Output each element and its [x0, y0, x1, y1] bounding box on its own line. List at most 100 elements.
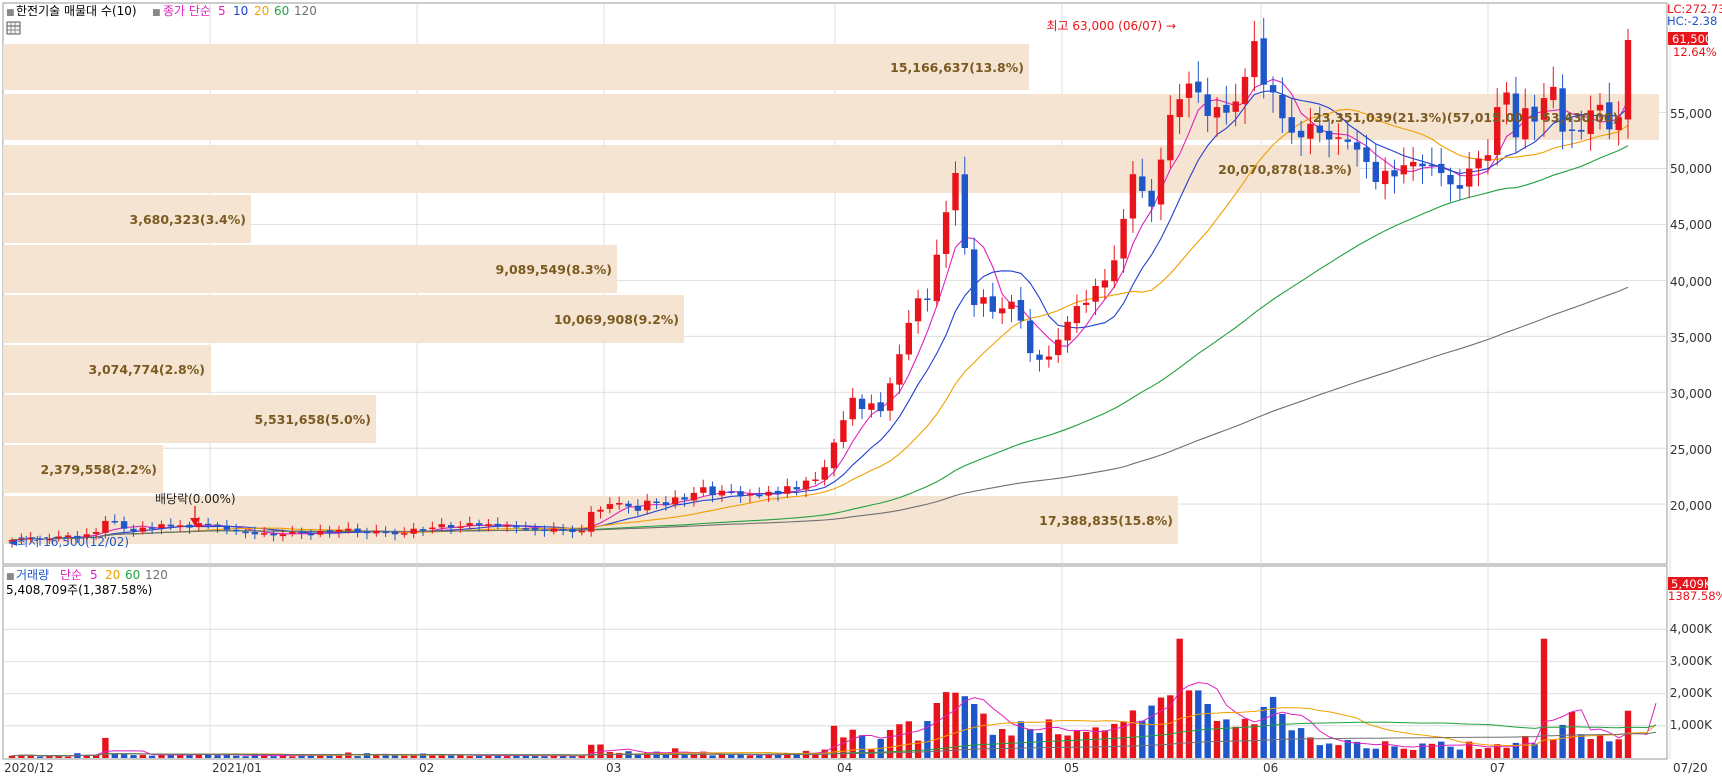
volume-bar [1522, 736, 1529, 758]
candle-body [8, 539, 16, 542]
price-ma-label: 종가 단순 [163, 4, 211, 18]
volume-bar [578, 755, 585, 758]
candle-body [746, 494, 754, 496]
volume-tick-label: 3,000K [1670, 654, 1713, 668]
candle-body [1559, 88, 1566, 132]
candle-body [793, 487, 800, 490]
candle-body [1419, 163, 1426, 167]
candle-body [1129, 174, 1137, 219]
candle-body [550, 528, 557, 532]
candle-body [503, 525, 511, 527]
candle-body [223, 525, 231, 530]
candle-body [1073, 306, 1081, 324]
volume-bar [335, 755, 343, 758]
volume-bar [849, 729, 856, 758]
profile-label-7: 5,531,658(5.0%) [255, 412, 371, 427]
candle-body [1307, 123, 1314, 139]
volume-bar [429, 755, 436, 758]
candle-body [494, 523, 501, 527]
volume-bar [662, 753, 670, 758]
volume-bar [466, 756, 473, 758]
profile-label-6: 3,074,774(2.8%) [89, 362, 205, 377]
current-price-tag: 61,500 [1672, 32, 1712, 46]
volume-bar [18, 754, 25, 758]
candle-body [924, 298, 931, 300]
volume-bar [1036, 732, 1043, 758]
candle-body [578, 530, 585, 533]
candle-body [653, 501, 660, 503]
volume-bar [1101, 730, 1109, 758]
candle-body [830, 442, 838, 469]
candle-body [167, 524, 174, 527]
candle-body [728, 491, 735, 493]
volume-bar [55, 755, 62, 758]
profile-label-3: 3,680,323(3.4%) [130, 212, 246, 227]
volume-bar [1288, 730, 1295, 758]
volume-bar [289, 756, 296, 758]
candle-body [457, 526, 464, 528]
candle-body [700, 487, 707, 493]
candle-body [1157, 159, 1165, 205]
price-tick-label: 35,000 [1670, 331, 1712, 345]
volume-bar [139, 754, 146, 758]
volume-bar [298, 754, 305, 758]
volume-tick-label: 4,000K [1670, 622, 1713, 636]
volume-bar [616, 752, 623, 758]
legend-square: ■ [152, 8, 161, 18]
price-ma-line-120 [11, 286, 1629, 541]
volume-bar [1475, 749, 1482, 758]
volume-bar [1120, 721, 1127, 758]
volume-bar [728, 754, 735, 758]
volume-bar [1428, 743, 1436, 758]
volume-bar [1185, 690, 1193, 758]
volume-bar [942, 692, 950, 758]
candle-body [1251, 41, 1258, 78]
volume-bar [1176, 638, 1183, 758]
volume-bar [1410, 750, 1417, 758]
volume-bar [270, 756, 277, 758]
candle-body [1447, 175, 1454, 185]
candle-body [1185, 83, 1193, 98]
x-tick-label: 03 [606, 761, 621, 775]
candle-body [214, 524, 221, 527]
candle-body [1606, 102, 1613, 130]
candle-body [1167, 114, 1174, 161]
volume-bar [1279, 713, 1286, 758]
chart-settings-button[interactable] [6, 21, 21, 35]
volume-bar [214, 755, 221, 758]
candle-body [36, 538, 44, 540]
candle-body [1223, 104, 1230, 113]
candle-body [513, 525, 520, 528]
volume-bar [774, 754, 782, 758]
volume-bar [1438, 741, 1445, 758]
candle-body [709, 486, 716, 496]
candle-body [597, 509, 604, 512]
volume-bar [559, 755, 567, 758]
volume-bar [233, 755, 240, 758]
volume-bar [195, 753, 202, 758]
price-panel-title: 한전기술 매물대 수(10) [16, 4, 137, 18]
volume-bar [550, 755, 557, 758]
candle-body [681, 497, 688, 500]
candle-body [914, 298, 922, 322]
candle-body [858, 398, 866, 409]
volume-bar [167, 754, 174, 758]
legend-square: ■ [6, 8, 15, 18]
volume-bar [569, 756, 576, 758]
volume-bar [1419, 743, 1426, 758]
candle-body [102, 520, 109, 533]
volume-bar [1111, 723, 1118, 758]
candle-body [1101, 280, 1109, 288]
price-ma-line-20 [11, 108, 1629, 541]
candle-body [634, 505, 642, 511]
candle-body [410, 528, 417, 534]
volume-bar [1157, 697, 1165, 758]
candle-body [559, 528, 567, 531]
x-tick-label: 06 [1263, 761, 1278, 775]
volume-bar [588, 744, 595, 758]
x-axis: 2020/12 2021/01 02 03 04 05 06 07 07/20 [4, 761, 1708, 775]
current-change-tag: 12.64% [1673, 45, 1717, 59]
volume-bar [1456, 749, 1464, 758]
candle-body [1297, 130, 1305, 138]
